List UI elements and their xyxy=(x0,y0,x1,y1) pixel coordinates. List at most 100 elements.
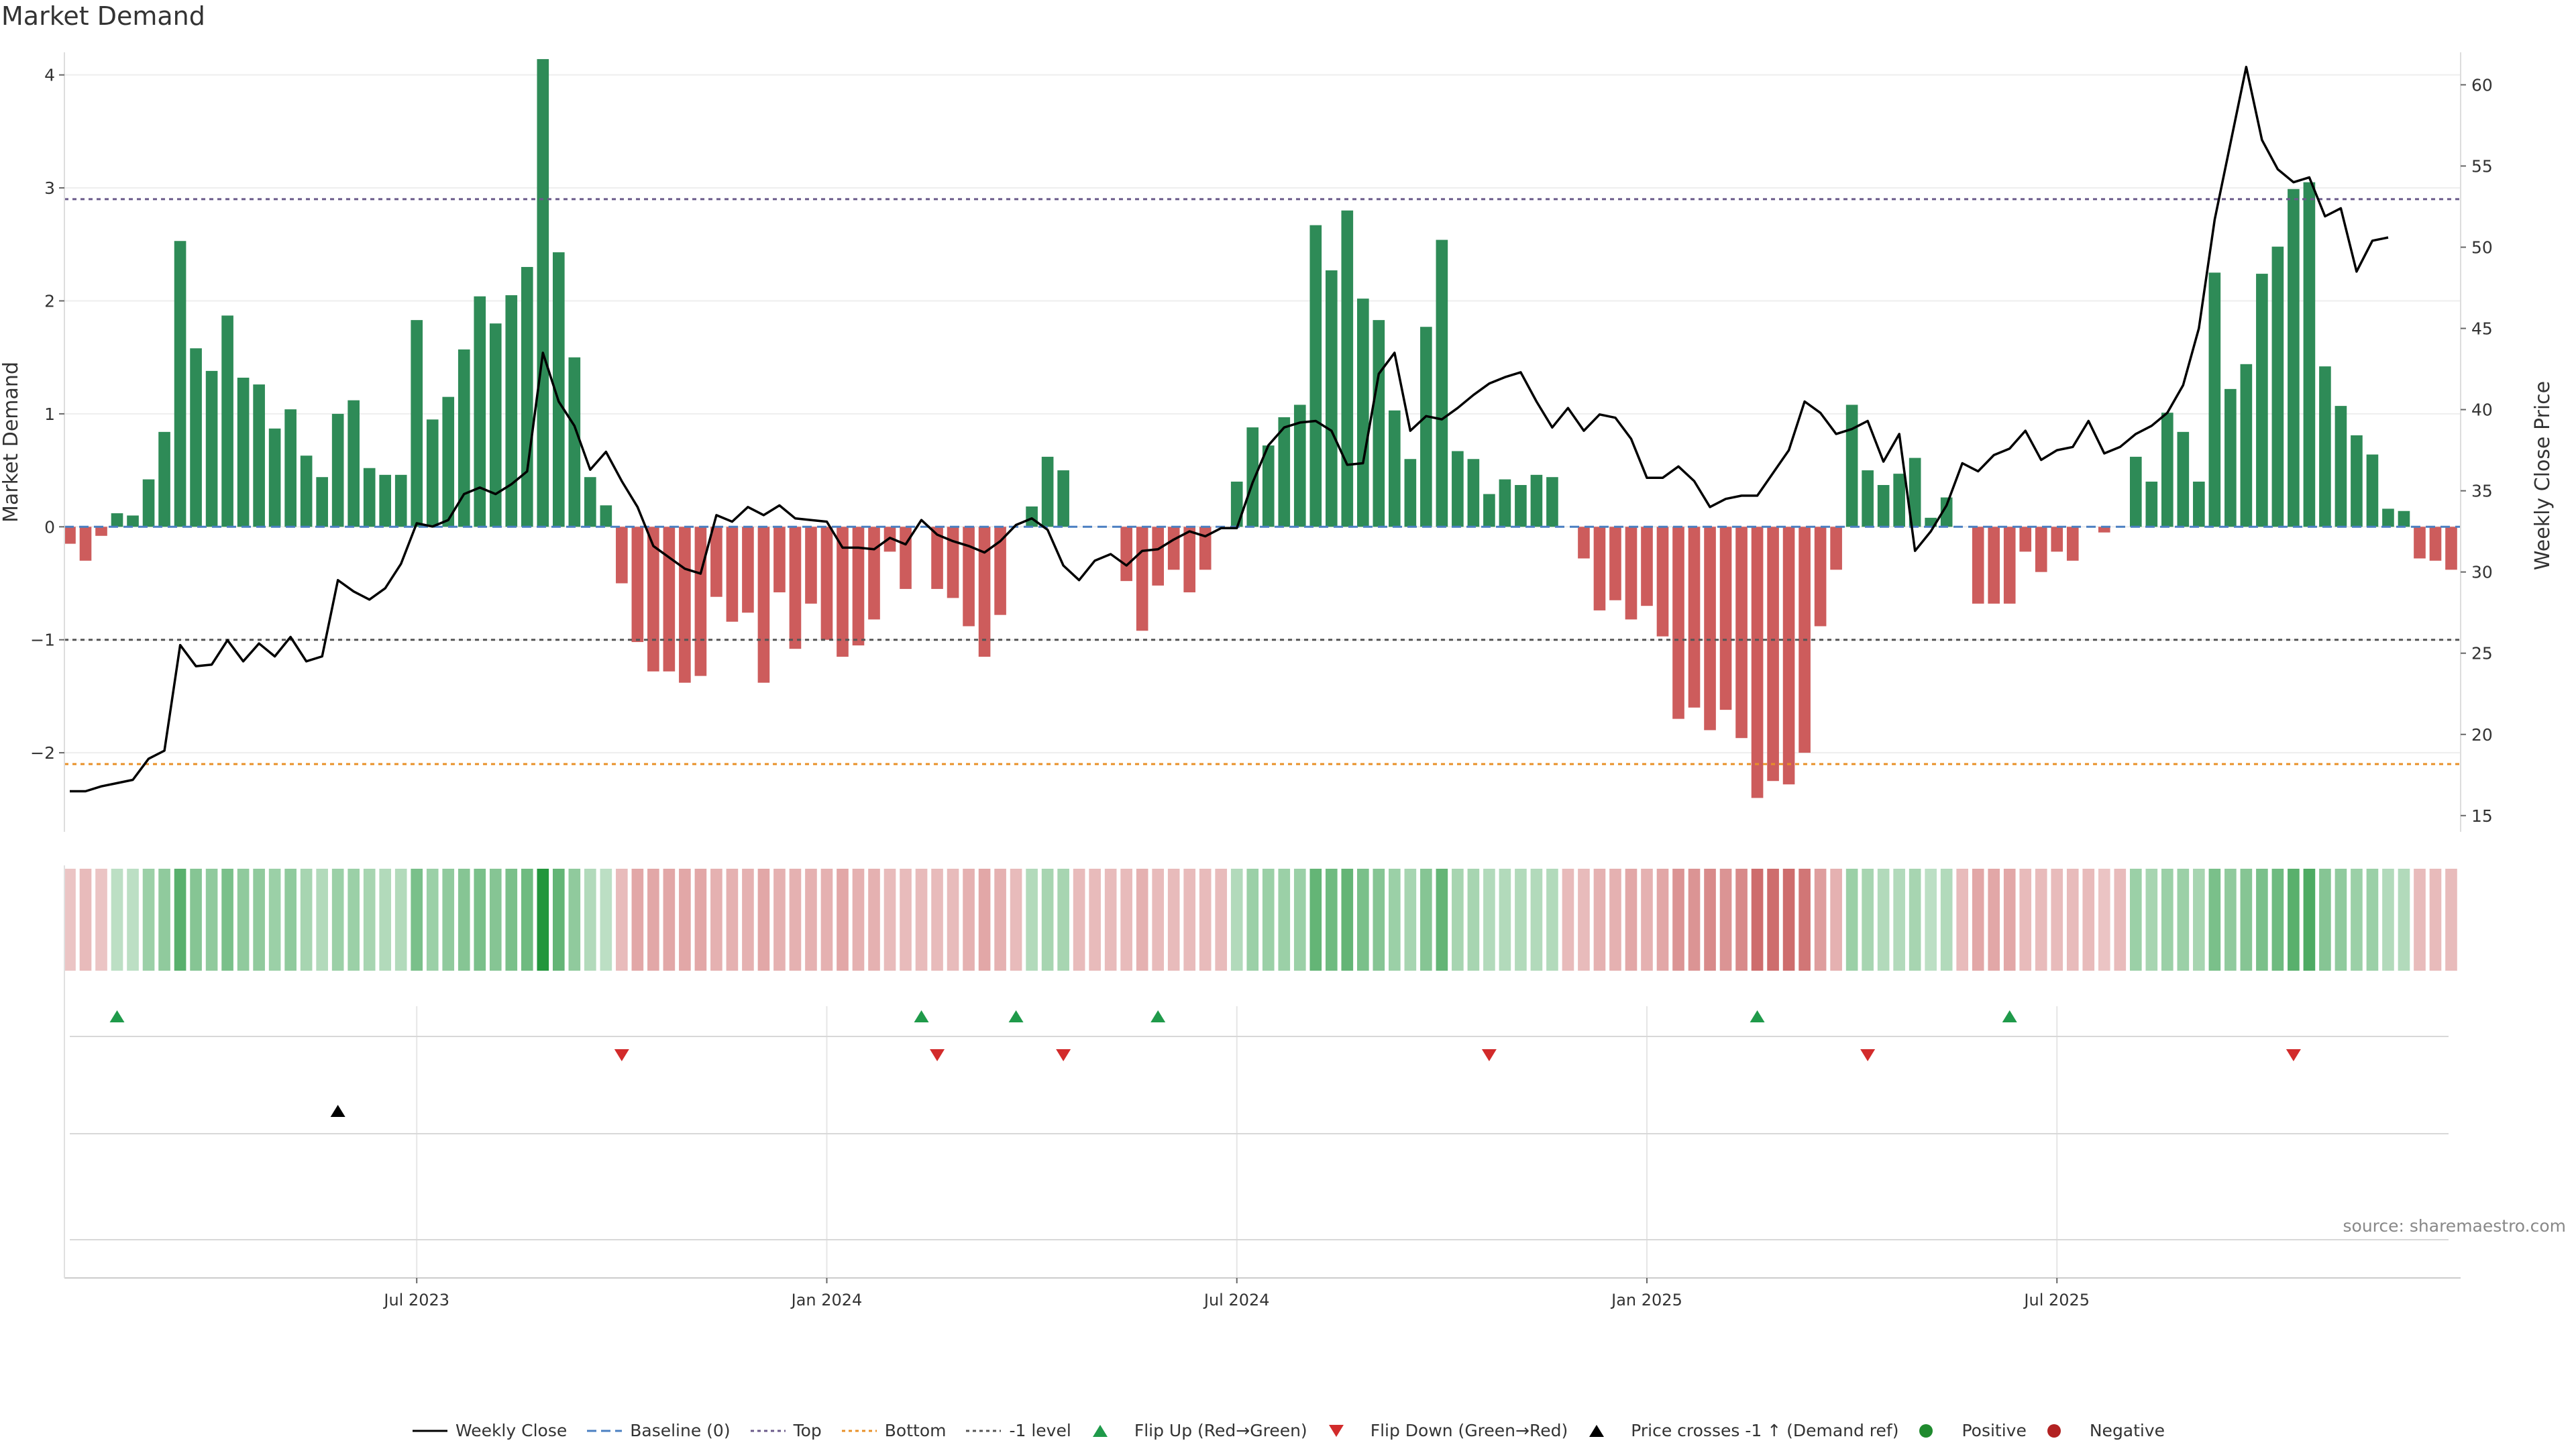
demand-bar xyxy=(442,396,455,527)
heat-cell xyxy=(2019,869,2032,971)
heat-cell xyxy=(805,869,817,971)
demand-bar xyxy=(1499,479,1511,527)
demand-bar xyxy=(2445,527,2457,570)
heat-cell xyxy=(64,869,76,971)
legend-label: Flip Up (Red→Green) xyxy=(1134,1421,1307,1440)
heat-cell xyxy=(2366,869,2379,971)
heat-cell xyxy=(2398,869,2410,971)
heat-cell xyxy=(1877,869,1890,971)
heat-cell xyxy=(631,869,644,971)
demand-bar xyxy=(1641,527,1653,606)
flip-up-marker xyxy=(1008,1010,1024,1022)
heat-cell xyxy=(1293,869,1306,971)
demand-bar xyxy=(1593,527,1606,610)
legend-label: Bottom xyxy=(884,1421,947,1440)
demand-bar xyxy=(2129,456,2142,527)
demand-bar xyxy=(931,527,943,589)
heat-cell xyxy=(2161,869,2174,971)
demand-bar xyxy=(79,527,92,561)
heat-cell xyxy=(363,869,376,971)
reference-lines xyxy=(64,198,2461,765)
demand-bar xyxy=(852,527,865,646)
demand-bar xyxy=(1893,474,1905,527)
demand-bar xyxy=(237,378,250,527)
demand-bar xyxy=(1751,527,1764,798)
heat-cell xyxy=(2114,869,2127,971)
heat-cell xyxy=(1057,869,1069,971)
demand-bar xyxy=(253,384,265,527)
heat-cell xyxy=(1672,869,1684,971)
demand-bar xyxy=(1278,417,1291,527)
demand-bar xyxy=(1389,410,1401,527)
demand-bar xyxy=(2098,527,2110,533)
heat-cell xyxy=(1167,869,1180,971)
heat-cell xyxy=(537,869,549,971)
legend-item-level: -1 level xyxy=(965,1421,1071,1440)
heat-cell xyxy=(868,869,880,971)
demand-bar xyxy=(1845,405,1858,527)
demand-bar xyxy=(1672,527,1684,719)
demand-bar xyxy=(284,409,297,527)
heat-cell xyxy=(505,869,518,971)
heat-cell xyxy=(127,869,139,971)
demand-bar xyxy=(2051,527,2063,552)
flip-up-marker xyxy=(914,1010,929,1022)
heat-cell xyxy=(1830,869,1842,971)
dotted-line-swatch-icon xyxy=(966,1430,1002,1432)
demand-bar xyxy=(363,468,376,527)
heat-cell xyxy=(2288,869,2300,971)
demand-bar xyxy=(474,296,486,527)
demand-bar xyxy=(537,59,549,527)
demand-bar xyxy=(1309,225,1322,527)
heat-cell xyxy=(331,869,344,971)
demand-bar xyxy=(1404,459,1417,527)
demand-bar xyxy=(2429,527,2442,561)
demand-bar xyxy=(2351,435,2363,527)
demand-bar xyxy=(1230,481,1243,527)
demand-bar xyxy=(521,266,533,527)
x-tick-label: Jan 2024 xyxy=(790,1291,863,1309)
heat-cell xyxy=(1026,869,1038,971)
heat-cell xyxy=(773,869,786,971)
demand-bars xyxy=(64,59,2457,798)
heat-cell xyxy=(1278,869,1291,971)
heat-cell xyxy=(1641,869,1653,971)
demand-bar xyxy=(2177,431,2190,527)
heat-cell xyxy=(694,869,707,971)
demand-bar xyxy=(347,400,360,527)
heat-cell xyxy=(1972,869,1984,971)
dashed-line-swatch-icon xyxy=(587,1430,623,1432)
demand-bar xyxy=(95,527,107,536)
flip-up-marker xyxy=(1150,1010,1166,1022)
demand-bar xyxy=(174,241,186,527)
heat-cell xyxy=(300,869,313,971)
demand-bar xyxy=(2271,246,2284,527)
heat-cell xyxy=(1041,869,1054,971)
heat-cell xyxy=(1373,869,1385,971)
heat-cell xyxy=(837,869,849,971)
demand-heat-strip xyxy=(64,869,2457,971)
legend-item-flip-up: Flip Up (Red→Green) xyxy=(1090,1421,1307,1440)
demand-bar xyxy=(489,323,502,527)
demand-bar xyxy=(127,515,139,527)
demand-bar xyxy=(1767,527,1779,782)
demand-bar xyxy=(805,527,817,604)
heat-cell xyxy=(1436,869,1448,971)
heat-cell xyxy=(347,869,360,971)
heat-cell xyxy=(726,869,739,971)
demand-bar xyxy=(1578,527,1590,559)
triangle-up-icon xyxy=(1589,1424,1605,1437)
demand-bar xyxy=(1262,445,1275,527)
demand-bar xyxy=(1325,270,1338,527)
y2-tick-label: 55 xyxy=(2471,156,2493,176)
heat-cell xyxy=(1389,869,1401,971)
heat-cell xyxy=(900,869,912,971)
demand-bar xyxy=(584,477,596,527)
demand-bar xyxy=(505,295,518,527)
heat-cell xyxy=(1625,869,1638,971)
heat-cell xyxy=(458,869,470,971)
legend-label: Price crosses -1 ↑ (Demand ref) xyxy=(1631,1421,1899,1440)
demand-bar xyxy=(411,320,423,527)
demand-bar xyxy=(947,527,959,598)
demand-bar xyxy=(789,527,802,649)
